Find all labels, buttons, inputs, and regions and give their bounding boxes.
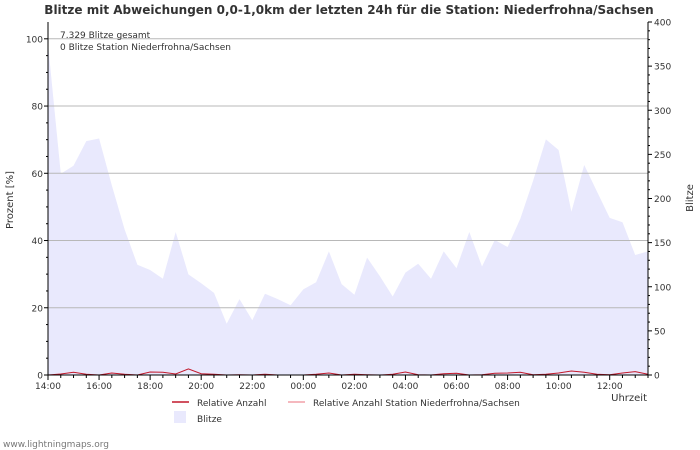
blitze-area	[48, 44, 648, 375]
x-tick-label: 06:00	[444, 382, 470, 392]
grid-layer	[48, 38, 648, 309]
x-axis-label: Uhrzeit	[611, 393, 647, 404]
y-right-tick-label: 350	[654, 63, 671, 73]
y-right-tick-label: 100	[654, 283, 671, 293]
y-right-tick-label: 200	[654, 195, 671, 205]
y-left-tick-label: 0	[37, 372, 43, 382]
y-right-tick-label: 50	[654, 327, 666, 337]
y-left-tick-label: 60	[32, 170, 44, 180]
legend-blitze-label: Blitze	[197, 415, 222, 425]
axis-layer: 0 20 40 60 80 100 0 50 100 150 200 250 300 350 400 14:0…	[26, 19, 672, 393]
blitze-area-layer	[48, 44, 648, 375]
x-tick-label: 22:00	[239, 382, 265, 392]
station-strikes-annotation: 0 Blitze Station Niederfrohna/Sachsen	[60, 43, 231, 53]
x-tick-label: 02:00	[341, 382, 367, 392]
x-tick-label: 08:00	[495, 382, 521, 392]
y-right-tick-label: 300	[654, 107, 671, 117]
y-right-tick-label: 150	[654, 239, 671, 249]
x-tick-label: 04:00	[392, 382, 418, 392]
y-left-tick-label: 80	[32, 103, 44, 113]
x-tick-label: 16:00	[86, 382, 112, 392]
x-tick-label: 10:00	[546, 382, 572, 392]
chart-title: Blitze mit Abweichungen 0,0-1,0km der le…	[44, 3, 653, 17]
total-strikes-annotation: 7.329 Blitze gesamt	[60, 31, 151, 41]
y-axis-left-label: Prozent [%]	[5, 171, 16, 229]
y-right-tick-label: 400	[654, 19, 671, 29]
y-right-tick-label: 0	[654, 372, 660, 382]
x-tick-label: 12:00	[597, 382, 623, 392]
legend-station-label: Relative Anzahl Station Niederfrohna/Sac…	[313, 399, 520, 409]
x-tick-label: 18:00	[137, 382, 163, 392]
watermark: www.lightningmaps.org	[3, 440, 109, 450]
legend-relative-label: Relative Anzahl	[197, 399, 266, 409]
y-left-tick-label: 20	[32, 304, 44, 314]
x-tick-label: 00:00	[290, 382, 316, 392]
y-axis-right-label: Blitze	[685, 184, 696, 212]
legend: Relative Anzahl Relative Anzahl Station …	[172, 399, 520, 425]
y-left-tick-label: 40	[32, 237, 44, 247]
x-tick-label: 14:00	[35, 382, 61, 392]
legend-blitze-swatch	[174, 411, 186, 423]
x-tick-label: 20:00	[188, 382, 214, 392]
y-right-tick-label: 250	[654, 151, 671, 161]
y-left-tick-label: 100	[26, 35, 43, 45]
